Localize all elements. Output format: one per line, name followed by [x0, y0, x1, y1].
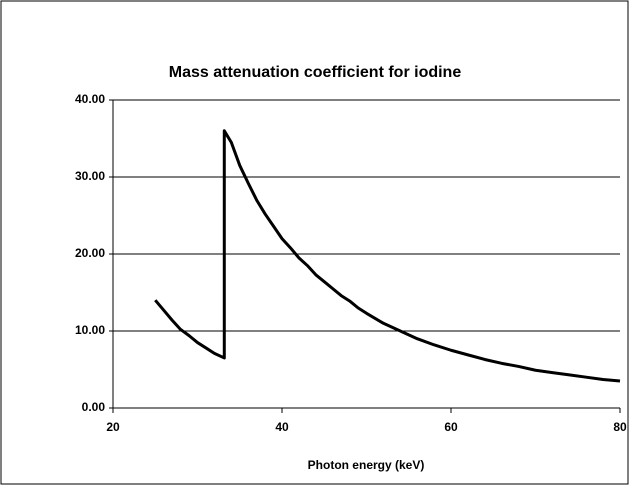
x-tick-label: 60: [444, 420, 458, 434]
y-tick-label: 30.00: [75, 169, 105, 183]
x-tick-label: 80: [613, 420, 627, 434]
x-tick-label: 40: [275, 420, 289, 434]
data-line: [154, 129, 621, 383]
x-axis-label: Photon energy (keV): [308, 458, 425, 472]
y-tick-label: 40.00: [75, 92, 105, 106]
x-tick-label: 20: [106, 420, 120, 434]
chart-title: Mass attenuation coefficient for iodine: [169, 64, 462, 81]
y-tick-label: 10.00: [75, 323, 105, 337]
y-tick-label: 0.00: [82, 400, 106, 414]
y-tick-label: 20.00: [75, 246, 105, 260]
